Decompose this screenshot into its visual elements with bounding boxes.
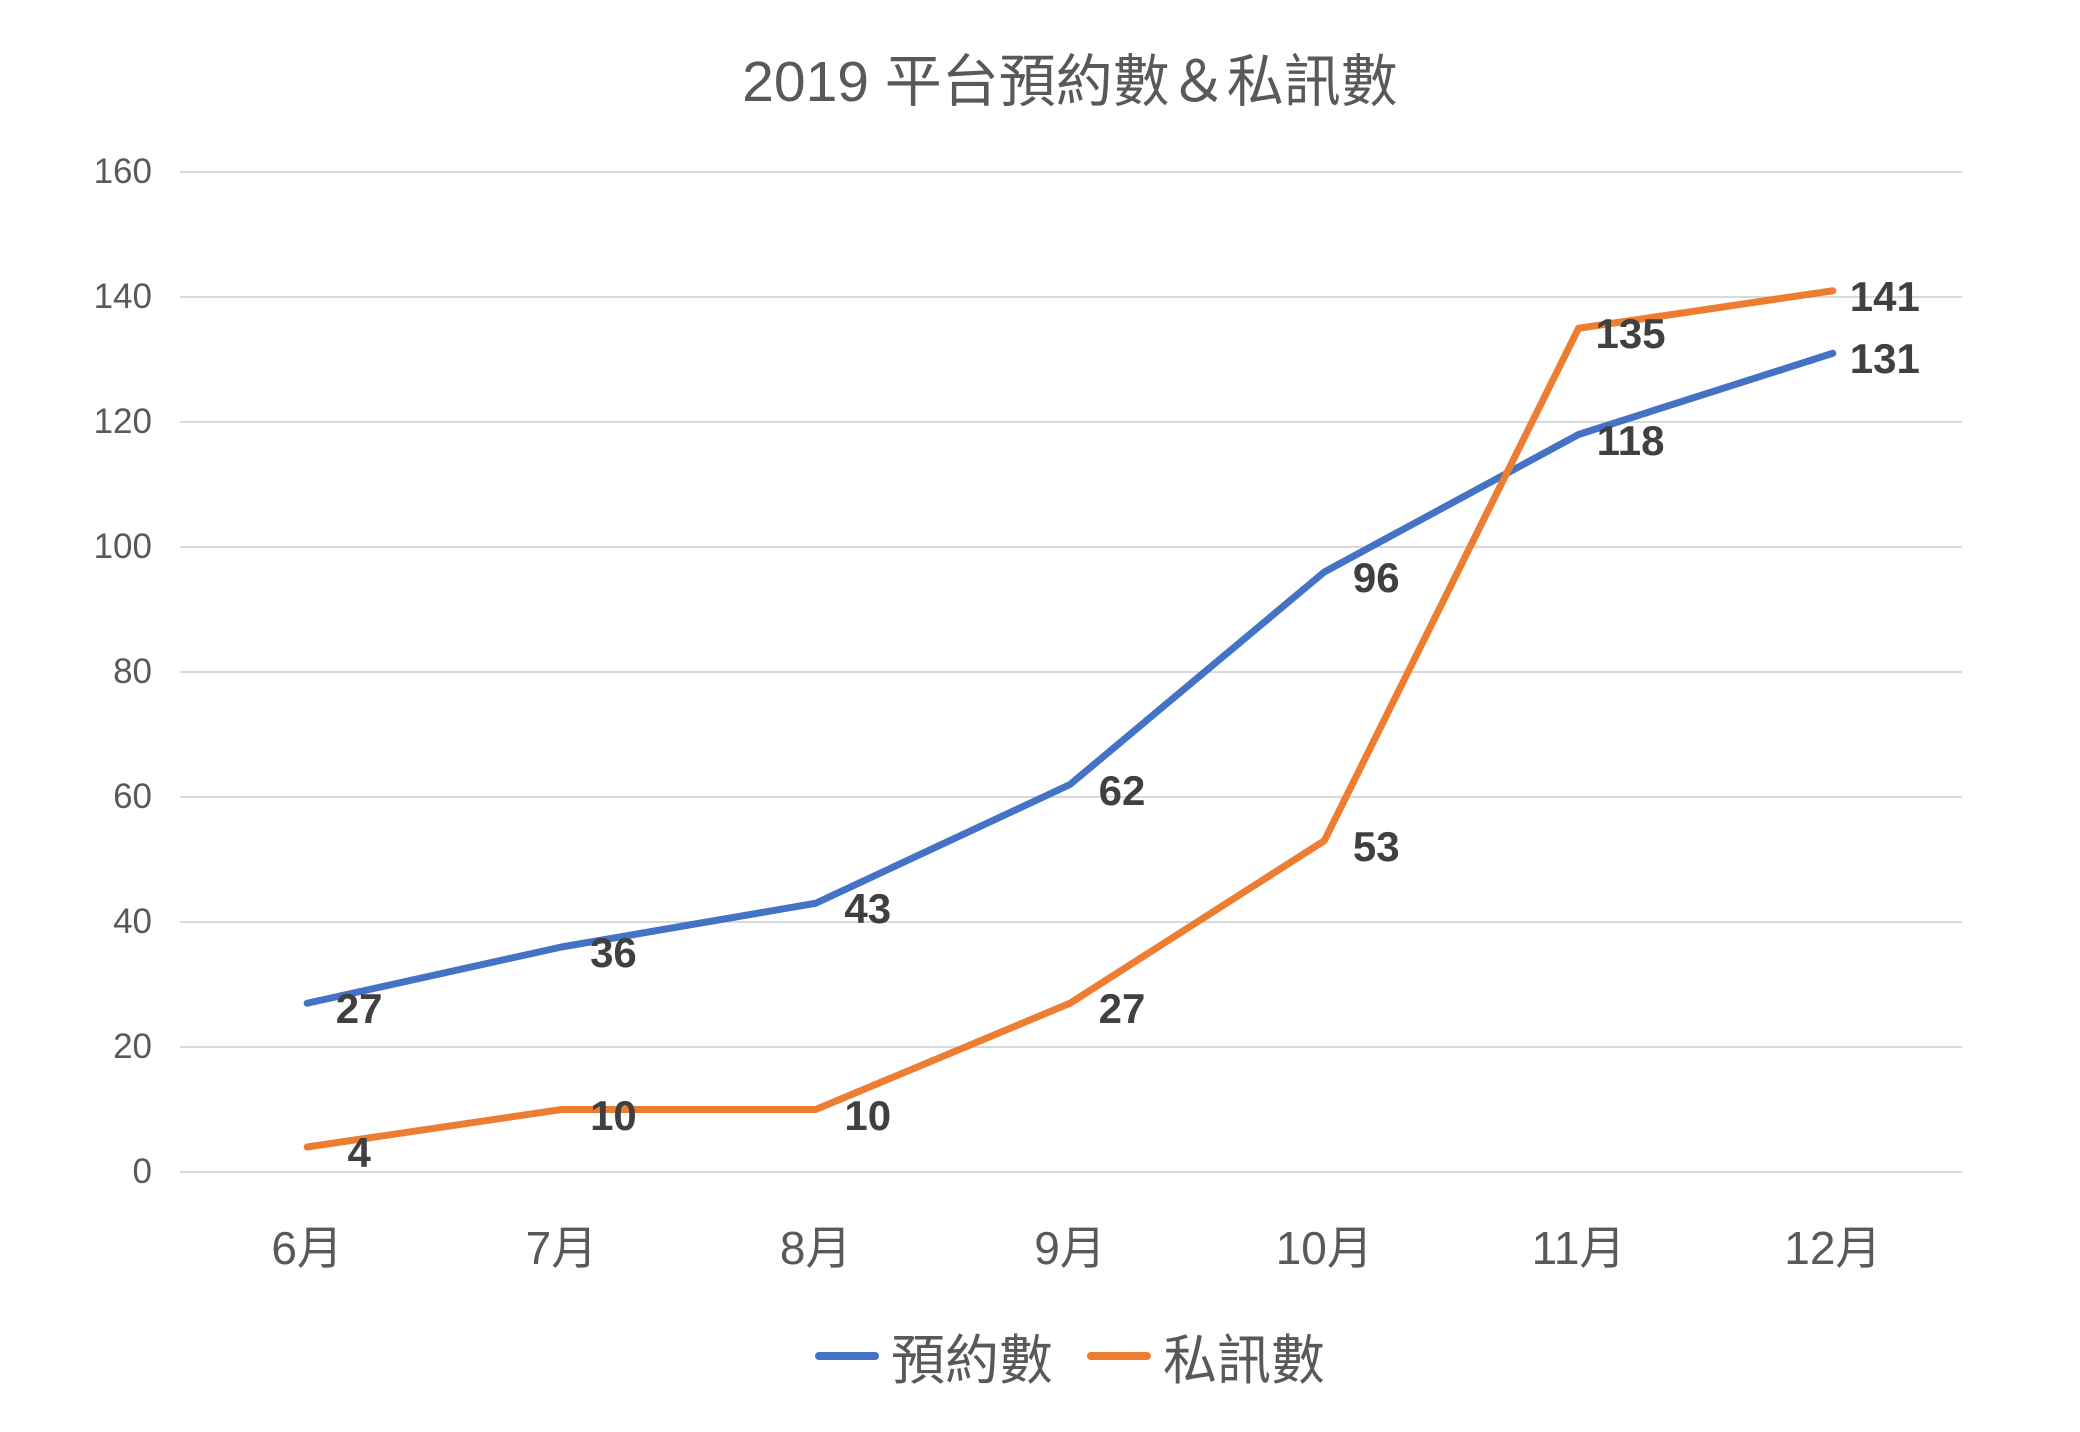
gridline xyxy=(180,796,1962,798)
x-axis-tick-label: 10月 xyxy=(1275,1222,1373,1274)
legend-line-swatch-blue xyxy=(815,1351,879,1360)
gridline xyxy=(180,921,1962,923)
data-label: 36 xyxy=(590,929,637,976)
y-axis-tick-label: 40 xyxy=(113,902,152,941)
y-axis-tick-label: 80 xyxy=(113,652,152,691)
y-axis-tick-label: 0 xyxy=(132,1152,152,1191)
y-axis-tick-label: 160 xyxy=(93,152,152,191)
gridline xyxy=(180,296,1962,298)
gridline xyxy=(180,546,1962,548)
data-label: 135 xyxy=(1595,310,1666,358)
gridline xyxy=(180,171,1962,173)
data-label: 53 xyxy=(1352,822,1400,870)
gridline xyxy=(180,671,1962,673)
data-label: 27 xyxy=(1098,985,1146,1033)
data-label: 27 xyxy=(335,985,383,1033)
y-axis-tick-label: 60 xyxy=(113,777,152,816)
data-label: 10 xyxy=(844,1091,892,1139)
y-axis-tick-label: 100 xyxy=(93,527,152,566)
data-label: 131 xyxy=(1849,335,1920,383)
y-axis-tick-label: 20 xyxy=(113,1027,152,1066)
x-axis-tick-label: 9月 xyxy=(1034,1222,1106,1274)
legend-label: 私訊數 xyxy=(1163,1331,1325,1391)
y-axis-tick-label: 140 xyxy=(93,277,152,316)
gridline xyxy=(180,1046,1962,1048)
gridline xyxy=(180,1171,1962,1173)
x-axis-tick-label: 8月 xyxy=(779,1222,852,1274)
x-axis-tick-label: 6月 xyxy=(271,1222,343,1274)
gridline xyxy=(180,421,1962,423)
legend-label: 預約數 xyxy=(891,1331,1053,1391)
series-line-0 xyxy=(303,349,1837,1007)
y-axis-tick-label: 120 xyxy=(93,402,152,441)
data-label: 141 xyxy=(1849,272,1920,320)
data-label: 62 xyxy=(1098,766,1146,814)
legend-item-series-0: 預約數 xyxy=(815,1316,1053,1395)
chart-title: 2019 平台預約數＆私訊數 xyxy=(742,50,1398,114)
x-axis-tick-label: 11月 xyxy=(1531,1222,1626,1274)
data-label: 43 xyxy=(844,885,892,933)
x-axis-tick-label: 12月 xyxy=(1784,1222,1882,1274)
series-line-1 xyxy=(303,287,1837,1151)
x-axis-tick-label: 7月 xyxy=(525,1222,598,1274)
legend-line-swatch-orange xyxy=(1087,1351,1151,1360)
legend-item-series-1: 私訊數 xyxy=(1087,1316,1325,1395)
data-label: 118 xyxy=(1596,416,1665,464)
data-label: 10 xyxy=(590,1091,637,1139)
legend: 預約數 私訊數 xyxy=(180,1316,1960,1395)
data-label: 96 xyxy=(1352,554,1400,601)
data-label: 4 xyxy=(347,1129,371,1176)
